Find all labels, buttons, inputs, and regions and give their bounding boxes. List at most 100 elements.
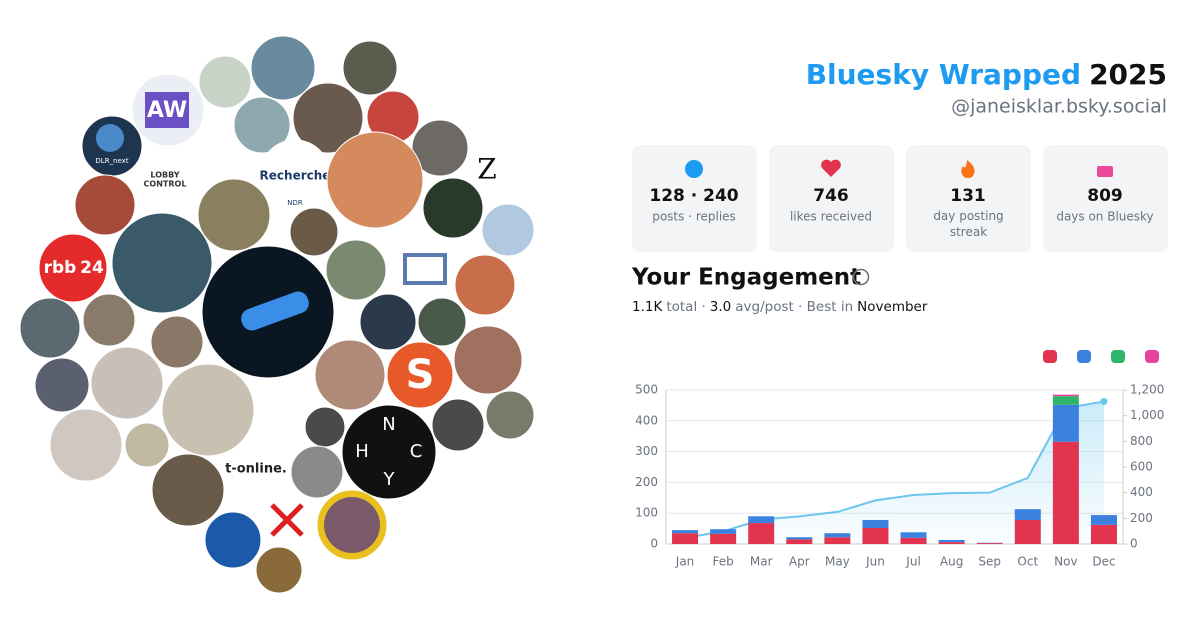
stat-value: 128 · 240 [649,186,738,206]
avatar[interactable] [233,96,291,154]
avatar[interactable] [161,363,255,457]
bar-segment [862,519,889,528]
avatar[interactable] [417,297,467,347]
avatar[interactable] [342,40,398,96]
avatar-label: NDR [287,199,303,207]
avatar[interactable] [124,422,170,468]
icon [685,160,703,178]
avatar-label: C [410,441,423,462]
stat-value: 746 [813,186,849,206]
bar-segment [862,527,889,544]
avatar[interactable] [151,453,225,527]
avatar[interactable] [411,119,469,177]
bar-segment [938,539,965,543]
legend-icon[interactable] [1145,350,1159,363]
title-year: 2025 [1089,58,1167,91]
avatar[interactable] [204,511,262,569]
stat-label: likes received [790,210,872,224]
avatar-label: AW [147,98,187,123]
stat-label: days on Bluesky [1056,210,1153,224]
legend-icon[interactable] [1077,350,1091,363]
avatar-label: CONTROL [144,180,187,189]
y-tick-label: 0 [650,537,658,551]
y-tick-label: 200 [635,475,658,489]
x-tick-label: Feb [713,555,734,569]
stat-label-box: day posting streak [933,209,1004,239]
bar-segment [1014,509,1041,520]
avatar[interactable] [359,293,417,351]
total-label: total · [666,299,705,315]
title: Bluesky Wrapped 2025 [806,58,1167,91]
info-icon[interactable] [852,268,870,286]
stat-label: day posting streak [933,209,1004,239]
avatar[interactable] [19,297,81,359]
avatar[interactable] [453,325,523,395]
bar-segment [976,543,1003,544]
avatar[interactable] [290,445,344,499]
bar-segment [748,523,775,544]
avatar[interactable] [255,546,303,594]
line-point [1100,398,1108,406]
bar-segment [786,539,813,544]
globe [96,124,124,152]
avatar[interactable] [34,357,90,413]
bar-segment [748,516,775,524]
avatar[interactable] [326,131,424,229]
avatar-label: DLR_next [95,157,128,165]
x-tick-label: Jul [905,555,920,569]
avatar[interactable] [431,398,485,452]
avatar[interactable] [481,203,535,257]
avatar[interactable] [90,346,164,420]
section-title: Your Engagement [631,265,861,291]
bar-segment [710,533,737,544]
avatar[interactable] [292,82,364,154]
bar-segment [1052,404,1079,442]
bar-segment [786,537,813,540]
avatar[interactable] [341,404,437,500]
bar-segment [1052,394,1079,397]
avatar-label: LOBBY [150,171,179,180]
line-area [685,401,1104,544]
avatar[interactable] [150,315,204,369]
avatar[interactable] [255,378,309,432]
avatar[interactable] [485,390,535,440]
avatar[interactable] [198,55,252,109]
title-brand: Bluesky Wrapped [806,58,1081,91]
avatar[interactable] [325,239,387,301]
avatar[interactable] [250,35,316,101]
avatar[interactable] [197,178,271,252]
avatar[interactable] [396,237,454,295]
bar-segment [1052,396,1079,405]
stat-card [1043,145,1168,252]
avatar-label: S [406,352,435,398]
x-tick-label: Nov [1054,555,1077,569]
x-tick-label: Apr [789,555,810,569]
avatar[interactable] [386,341,454,409]
avatar[interactable] [49,408,123,482]
icon [961,160,975,178]
legend-icon[interactable] [1043,350,1057,363]
avatar[interactable] [111,212,213,314]
legend-icon[interactable] [1111,350,1125,363]
avatar[interactable] [38,233,108,303]
y-tick-label: 300 [635,444,658,458]
avatar[interactable] [433,454,481,502]
avatar[interactable] [314,339,386,411]
avatar[interactable] [304,406,346,448]
avatar[interactable] [422,177,484,239]
avatar[interactable] [74,174,136,236]
bar-segment [1090,524,1117,544]
total: 1.1K [632,299,663,315]
avatar[interactable] [82,293,136,347]
bar-segment [900,532,927,538]
best-month: November [857,299,928,315]
bar-segment [1014,519,1041,544]
avatar[interactable] [289,207,339,257]
avatar-label: Z [477,153,496,186]
avatar-label: H [355,441,369,462]
stat-card [906,145,1031,252]
x-tick-label: Mar [750,555,773,569]
bar-segment [1090,515,1117,525]
avatar[interactable] [454,254,516,316]
